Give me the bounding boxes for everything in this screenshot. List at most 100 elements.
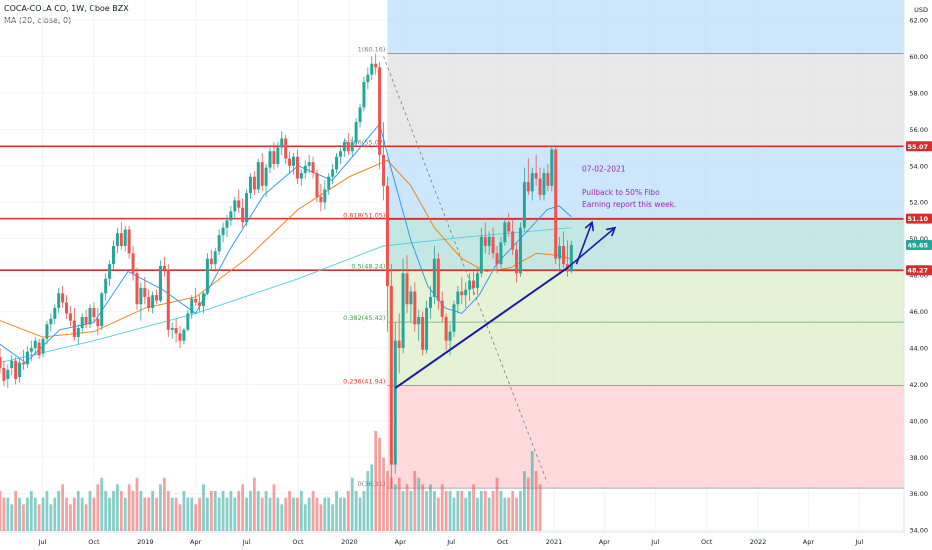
- candle-body: [526, 182, 530, 192]
- candle-body: [335, 156, 339, 170]
- candle-body: [280, 138, 284, 148]
- candle-body: [292, 156, 296, 166]
- volume-bar: [213, 491, 217, 531]
- candle-body: [284, 138, 288, 159]
- candle-body: [354, 122, 358, 143]
- candle-body: [84, 317, 88, 325]
- candle-body: [483, 236, 487, 246]
- candle-body: [139, 287, 143, 305]
- symbol-header[interactable]: COCA-COLA CO, 1W, Cboe BZX: [4, 4, 129, 13]
- volume-bar: [452, 497, 456, 531]
- candle-body: [452, 304, 456, 332]
- volume-bar: [249, 491, 252, 531]
- candle-body: [143, 287, 147, 297]
- volume-bar: [327, 497, 331, 531]
- volume-bar: [405, 484, 409, 531]
- volume-bar: [123, 497, 127, 531]
- volume-bar: [127, 484, 131, 531]
- volume-bar: [206, 497, 209, 531]
- volume-bar: [174, 497, 178, 531]
- candle-body: [186, 313, 190, 330]
- candle-body: [68, 313, 72, 321]
- candle-body: [25, 351, 29, 365]
- candle-body: [225, 220, 229, 228]
- candle-body: [221, 227, 225, 236]
- fib-zone: [387, 385, 904, 489]
- volume-bar: [472, 484, 475, 531]
- candle-body: [487, 236, 491, 246]
- candle-body: [57, 293, 61, 308]
- candle-body: [350, 142, 354, 152]
- candle-body: [229, 211, 233, 221]
- volume-bar: [366, 471, 370, 531]
- candle-body: [162, 266, 166, 270]
- y-tick-label: 60.00: [909, 53, 928, 61]
- volume-bar: [57, 491, 61, 531]
- candle-body: [456, 291, 460, 305]
- volume-bar: [10, 504, 14, 531]
- candle-body: [72, 320, 76, 338]
- volume-bar: [272, 484, 276, 531]
- candle-body: [80, 317, 84, 328]
- y-tick-label: 34.00: [909, 527, 928, 535]
- volume-bar: [49, 504, 53, 531]
- candle-body: [158, 266, 162, 301]
- candle-body: [119, 233, 123, 246]
- candle-body: [21, 362, 25, 365]
- candle-body: [2, 368, 6, 381]
- volume-bar: [131, 491, 135, 531]
- candle-body: [100, 293, 104, 327]
- volume-bar: [299, 491, 303, 531]
- candle-body: [370, 63, 374, 75]
- volume-bar: [100, 477, 104, 531]
- y-tick-label: 38.00: [909, 454, 928, 462]
- volume-bar: [522, 471, 526, 531]
- x-tick-label: 2019: [137, 538, 154, 546]
- candle-body: [123, 229, 127, 246]
- projection-arrow-line: [575, 221, 593, 265]
- volume-bar: [358, 497, 362, 531]
- y-tick-label: 50.00: [909, 235, 928, 243]
- candle-body: [346, 142, 350, 152]
- candle-body: [260, 162, 264, 186]
- volume-bar: [444, 491, 448, 531]
- candle-body: [174, 327, 178, 334]
- candle-body: [323, 189, 327, 203]
- volume-bar: [112, 491, 115, 531]
- candle-body: [448, 331, 452, 341]
- volume-bar: [534, 471, 538, 531]
- volume-bar: [511, 491, 515, 531]
- volume-bar: [264, 491, 268, 531]
- candle-body: [245, 193, 249, 223]
- volume-bar: [483, 491, 487, 531]
- x-tick-label: 2021: [546, 538, 563, 546]
- candle-body: [6, 369, 10, 379]
- volume-bar: [335, 491, 338, 531]
- candle-body: [29, 347, 33, 352]
- candle-body: [389, 286, 393, 465]
- volume-bar: [229, 491, 233, 531]
- candle-body: [385, 185, 389, 287]
- candle-body: [507, 222, 511, 232]
- volume-bar: [393, 484, 397, 531]
- candle-body: [205, 258, 209, 294]
- arrow-head: [605, 226, 617, 237]
- candle-body: [417, 317, 421, 325]
- volume-bar: [487, 497, 491, 531]
- x-tick-label: Apr: [803, 538, 815, 546]
- volume-bar: [25, 497, 29, 531]
- volume-bar: [378, 437, 382, 531]
- x-tick-label: Apr: [190, 538, 202, 546]
- volume-bar: [45, 491, 49, 531]
- candle-body: [440, 300, 444, 318]
- volume-bar: [178, 504, 182, 531]
- candle-body: [303, 165, 307, 174]
- volume-bar: [233, 497, 237, 531]
- candle-body: [41, 338, 45, 354]
- candle-body: [499, 242, 503, 265]
- candle-body: [366, 74, 370, 82]
- volume-bar: [307, 497, 311, 531]
- volume-bar: [436, 497, 440, 531]
- volume-bar: [538, 484, 542, 531]
